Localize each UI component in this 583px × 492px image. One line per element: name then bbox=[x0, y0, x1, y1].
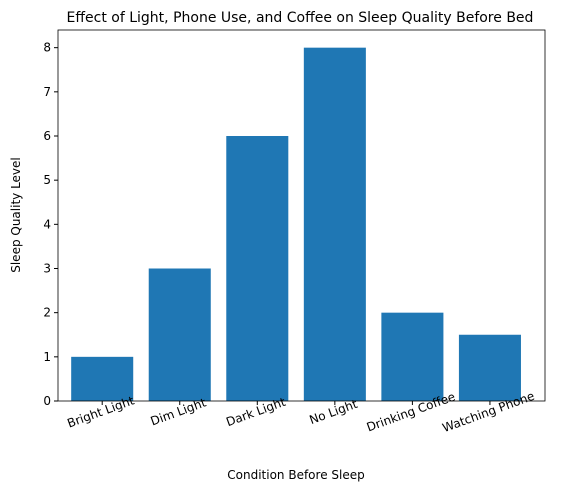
bar bbox=[381, 312, 444, 401]
bar bbox=[148, 268, 211, 401]
x-axis-label: Condition Before Sleep bbox=[227, 468, 364, 482]
y-tick-label: 3 bbox=[43, 262, 51, 276]
bar bbox=[458, 334, 521, 401]
bar bbox=[303, 47, 366, 402]
bar bbox=[71, 356, 134, 401]
y-tick-label: 7 bbox=[43, 85, 51, 99]
bar bbox=[226, 136, 289, 401]
y-tick-label: 6 bbox=[43, 129, 51, 143]
y-tick-label: 2 bbox=[43, 306, 51, 320]
plot-frame bbox=[57, 29, 546, 402]
y-tick-label: 0 bbox=[43, 394, 51, 408]
y-tick-label: 5 bbox=[43, 173, 51, 187]
y-axis-label: Sleep Quality Level bbox=[9, 157, 23, 273]
y-tick-label: 8 bbox=[43, 41, 51, 55]
y-tick-label: 1 bbox=[43, 350, 51, 364]
chart-title: Effect of Light, Phone Use, and Coffee o… bbox=[67, 10, 534, 26]
y-tick-label: 4 bbox=[43, 217, 51, 231]
